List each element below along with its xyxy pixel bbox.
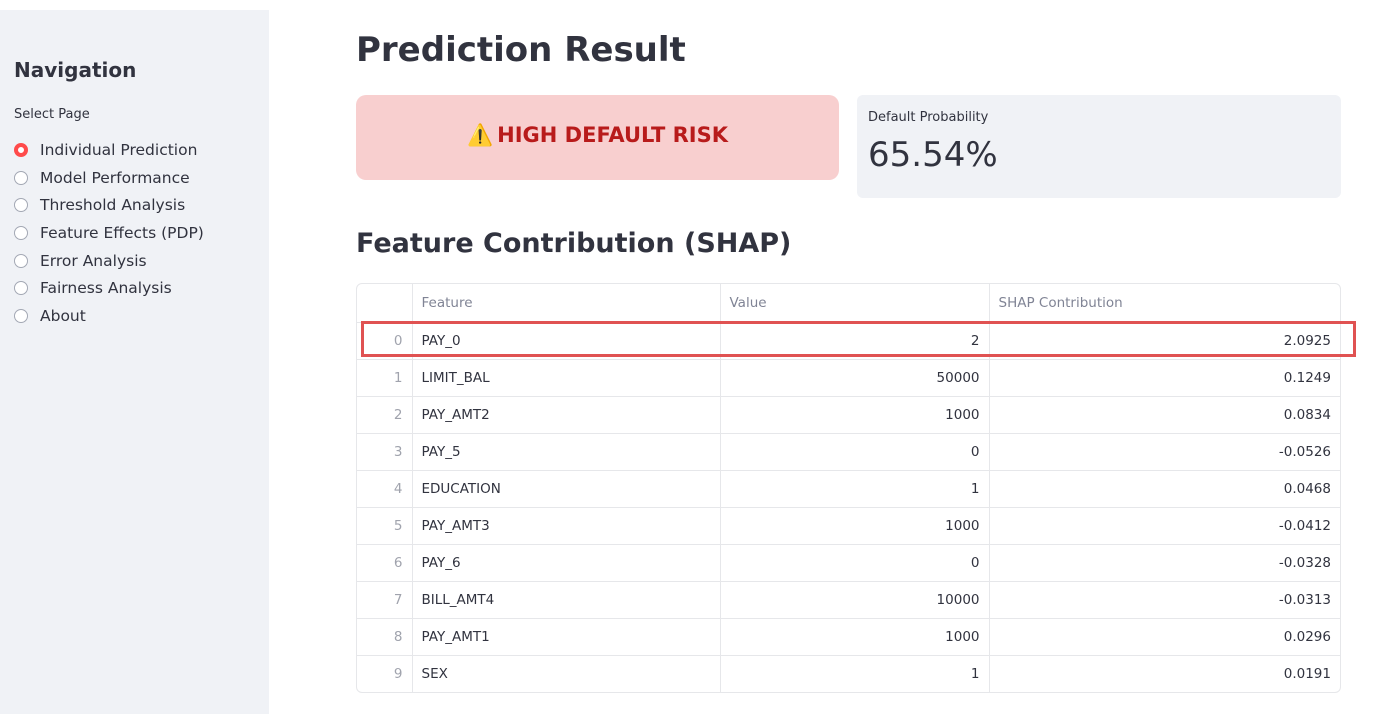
shap-cell: 0.0834 xyxy=(989,396,1340,434)
shap-cell: -0.0313 xyxy=(989,581,1340,619)
radio-option-error-analysis[interactable]: Error Analysis xyxy=(14,247,204,275)
feature-cell: PAY_6 xyxy=(412,544,721,582)
radio-button[interactable] xyxy=(14,142,28,157)
column-header-feature[interactable]: Feature xyxy=(412,284,721,323)
row-index-cell: 1 xyxy=(357,359,413,397)
radio-option-threshold-analysis[interactable]: Threshold Analysis xyxy=(14,191,204,219)
feature-cell: EDUCATION xyxy=(412,470,721,508)
value-cell: 1000 xyxy=(720,396,990,434)
metric-value: 65.54% xyxy=(868,135,998,175)
value-cell: 1000 xyxy=(720,507,990,545)
row-index-cell: 5 xyxy=(357,507,413,545)
radio-option-about[interactable]: About xyxy=(14,302,204,330)
default-probability-metric: Default Probability 65.54% xyxy=(857,95,1341,198)
sidebar: Navigation Select Page Individual Predic… xyxy=(0,10,269,714)
radio-label: Fairness Analysis xyxy=(40,279,172,298)
select-page-label: Select Page xyxy=(14,107,90,122)
value-cell: 0 xyxy=(720,544,990,582)
column-header-shap[interactable]: SHAP Contribution xyxy=(989,284,1340,323)
table-row[interactable]: 8 PAY_AMT1 1000 0.0296 xyxy=(357,618,1340,656)
radio-button[interactable] xyxy=(14,198,28,213)
shap-cell: 2.0925 xyxy=(989,322,1340,360)
shap-cell: -0.0412 xyxy=(989,507,1340,545)
table-row[interactable]: 3 PAY_5 0 -0.0526 xyxy=(357,433,1340,471)
feature-cell: SEX xyxy=(412,655,721,692)
table-row[interactable]: 9 SEX 1 0.0191 xyxy=(357,655,1340,692)
table-row[interactable]: 0 PAY_0 2 2.0925 xyxy=(357,322,1340,360)
page-radio-group: Individual Prediction Model Performance Th… xyxy=(14,136,204,330)
table-row[interactable]: 6 PAY_6 0 -0.0328 xyxy=(357,544,1340,582)
radio-option-feature-effects-pdp[interactable]: Feature Effects (PDP) xyxy=(14,219,204,247)
radio-label: Threshold Analysis xyxy=(40,196,186,215)
row-index-cell: 4 xyxy=(357,470,413,508)
sidebar-title: Navigation xyxy=(14,58,137,82)
risk-alert-text-row: ⚠️ HIGH DEFAULT RISK xyxy=(356,123,839,148)
shap-table[interactable]: Feature Value SHAP Contribution 0 PAY_0 2 2… xyxy=(356,283,1341,693)
table-row[interactable]: 7 BILL_AMT4 10000 -0.0313 xyxy=(357,581,1340,619)
radio-option-fairness-analysis[interactable]: Fairness Analysis xyxy=(14,274,204,302)
row-index-cell: 9 xyxy=(357,655,413,692)
table-row[interactable]: 5 PAY_AMT3 1000 -0.0412 xyxy=(357,507,1340,545)
page-title: Prediction Result xyxy=(356,30,686,70)
table-header-row: Feature Value SHAP Contribution xyxy=(357,284,1340,323)
shap-cell: -0.0526 xyxy=(989,433,1340,471)
column-header-index[interactable] xyxy=(357,284,413,323)
radio-button[interactable] xyxy=(14,308,28,323)
value-cell: 1 xyxy=(720,470,990,508)
feature-cell: BILL_AMT4 xyxy=(412,581,721,619)
row-index-cell: 7 xyxy=(357,581,413,619)
radio-label: Error Analysis xyxy=(40,251,147,270)
row-index-cell: 2 xyxy=(357,396,413,434)
radio-button[interactable] xyxy=(14,253,28,268)
radio-label: About xyxy=(40,306,86,325)
radio-button[interactable] xyxy=(14,170,28,185)
feature-cell: PAY_AMT2 xyxy=(412,396,721,434)
value-cell: 0 xyxy=(720,433,990,471)
radio-label: Feature Effects (PDP) xyxy=(40,223,204,242)
value-cell: 50000 xyxy=(720,359,990,397)
warning-icon: ⚠️ xyxy=(467,123,494,147)
row-index-cell: 3 xyxy=(357,433,413,471)
row-index-cell: 6 xyxy=(357,544,413,582)
feature-cell: PAY_0 xyxy=(412,322,721,360)
radio-label: Individual Prediction xyxy=(40,140,198,159)
value-cell: 1 xyxy=(720,655,990,692)
shap-cell: 0.1249 xyxy=(989,359,1340,397)
feature-cell: LIMIT_BAL xyxy=(412,359,721,397)
radio-label: Model Performance xyxy=(40,168,190,187)
radio-button[interactable] xyxy=(14,225,28,240)
risk-alert: ⚠️ HIGH DEFAULT RISK xyxy=(356,95,839,180)
section-title: Feature Contribution (SHAP) xyxy=(356,228,792,259)
value-cell: 2 xyxy=(720,322,990,360)
row-index-cell: 0 xyxy=(357,322,413,360)
radio-button[interactable] xyxy=(14,281,28,296)
column-header-value[interactable]: Value xyxy=(720,284,990,323)
feature-cell: PAY_AMT1 xyxy=(412,618,721,656)
metric-label: Default Probability xyxy=(868,110,989,125)
table-row[interactable]: 4 EDUCATION 1 0.0468 xyxy=(357,470,1340,508)
value-cell: 1000 xyxy=(720,618,990,656)
risk-alert-label: HIGH DEFAULT RISK xyxy=(497,123,728,147)
shap-cell: -0.0328 xyxy=(989,544,1340,582)
radio-option-model-performance[interactable]: Model Performance xyxy=(14,164,204,192)
shap-cell: 0.0191 xyxy=(1283,665,1331,682)
shap-cell: 0.0468 xyxy=(989,470,1340,508)
shap-cell: 0.0296 xyxy=(989,618,1340,656)
value-cell: 10000 xyxy=(720,581,990,619)
table-row[interactable]: 1 LIMIT_BAL 50000 0.1249 xyxy=(357,359,1340,397)
feature-cell: PAY_AMT3 xyxy=(412,507,721,545)
radio-option-individual-prediction[interactable]: Individual Prediction xyxy=(14,136,204,164)
feature-cell: PAY_5 xyxy=(412,433,721,471)
table-row[interactable]: 2 PAY_AMT2 1000 0.0834 xyxy=(357,396,1340,434)
row-index-cell: 8 xyxy=(357,618,413,656)
table-body: 0 PAY_0 2 2.0925 1 LIMIT_BAL 50000 0.1249 2 PAY_A… xyxy=(357,322,1340,692)
